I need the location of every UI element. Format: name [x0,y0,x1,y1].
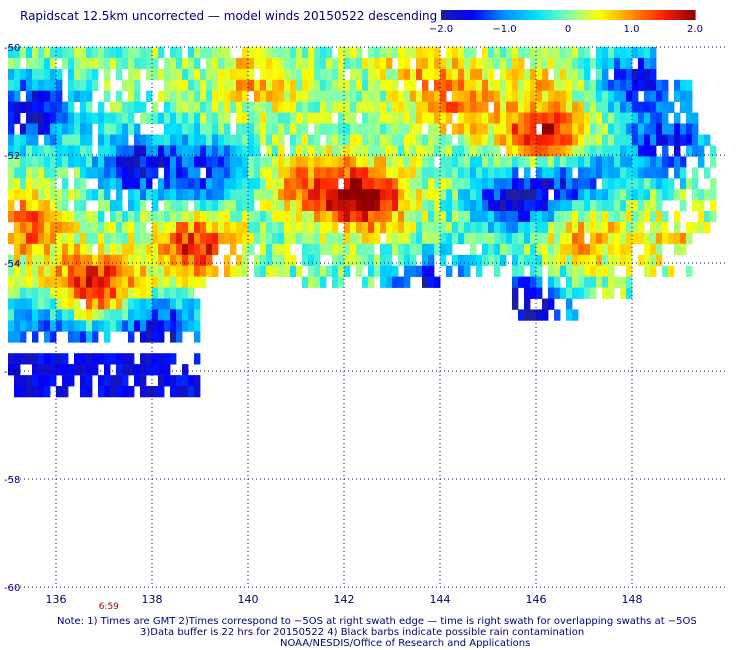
colorbar-tick-label: −1.0 [492,24,516,35]
colorbar-swatch [441,10,446,20]
colorbar-swatch [623,10,629,20]
colorbar-swatch [627,10,633,20]
colorbar-swatch [520,10,525,20]
colorbar-swatch [575,10,581,20]
colorbar-swatch [603,10,609,20]
graticule [8,46,728,588]
note-line-2: 3)Data buffer is 22 hrs for 20150522 4) … [140,627,585,638]
colorbar-swatch [659,10,664,20]
colorbar-swatch [536,10,541,20]
colorbar-swatch [599,10,605,20]
colorbar-swatch [651,10,656,20]
colorbar-swatch [619,10,625,20]
colorbar-swatch [452,10,458,20]
colorbar-swatch [540,10,545,20]
colorbar-swatch [583,10,589,20]
colorbar-swatch [564,10,569,20]
colorbar-swatch [512,10,518,20]
colorbar-swatch [655,10,660,20]
y-tick-label: -56 [4,367,20,378]
note-line-3: NOAA/NESDIS/Office of Research and Appli… [280,638,531,649]
colorbar-swatch [508,10,514,20]
colorbar-swatch [691,10,696,20]
colorbar-swatch [460,10,466,20]
colorbar-swatch [472,10,478,20]
colorbar-swatch [496,10,502,20]
colorbar-swatch [683,10,688,20]
colorbar-swatch [444,10,450,20]
colorbar-swatch [595,10,601,20]
colorbar-swatch [687,10,692,20]
colorbar-swatch [516,10,521,20]
swath-map: 136 138 140 142 144 146 148 -50 -52 -54 -56 -58 -60 6… [4,43,728,610]
x-tick-label: 140 [238,593,259,606]
colorbar-tick-label: 2.0 [687,24,703,35]
colorbar-swatch [663,10,668,20]
colorbar-swatch [492,10,498,20]
colorbar-swatch [675,10,680,20]
y-tick-label: -54 [4,259,20,270]
colorbar-swatch [647,10,652,20]
colorbar-swatch [639,10,645,20]
colorbar-swatch [532,10,537,20]
x-tick-label: 136 [46,593,67,606]
colorbar-swatch [643,10,648,20]
colorbar-swatch [504,10,510,20]
colorbar-swatch [587,10,593,20]
colorbar-swatch [468,10,474,20]
colorbar: −2.0 −1.0 0 1.0 2.0 [429,10,703,35]
colorbar-tick-label: 0 [565,24,571,35]
x-tick-label: 144 [430,593,451,606]
colorbar-swatch [571,10,577,20]
colorbar-tick-label: −2.0 [429,24,453,35]
colorbar-swatch [484,10,490,20]
x-tick-label: 142 [334,593,355,606]
colorbar-swatch [464,10,470,20]
x-tick-label: 146 [526,593,547,606]
colorbar-swatch [635,10,641,20]
note-line-1: Note: 1) Times are GMT 2)Times correspon… [57,616,697,627]
colorbar-swatch [568,10,573,20]
colorbar-swatch [556,10,561,20]
colorbar-swatch [476,10,482,20]
colorbar-swatch [560,10,565,20]
colorbar-swatch [607,10,613,20]
colorbar-swatch [552,10,557,20]
y-tick-label: -52 [4,151,20,162]
colorbar-swatch [667,10,672,20]
colorbar-swatch [615,10,621,20]
y-tick-label: -58 [4,475,20,486]
swath-cells [8,47,717,398]
colorbar-tick-label: 1.0 [624,24,640,35]
colorbar-swatch [448,10,454,20]
colorbar-swatch [591,10,597,20]
colorbar-swatch [548,10,553,20]
colorbar-swatch [456,10,462,20]
colorbar-swatch [488,10,494,20]
chart-title: Rapidscat 12.5km uncorrected — model win… [20,9,438,23]
colorbar-swatch [679,10,684,20]
swath-time-label: 6:59 [99,602,119,610]
colorbar-swatch [480,10,486,20]
colorbar-swatch [500,10,506,20]
y-tick-label: -60 [4,583,20,594]
colorbar-swatch [611,10,617,20]
x-tick-label: 138 [142,593,163,606]
x-tick-label: 148 [622,593,643,606]
colorbar-swatch [528,10,533,20]
colorbar-swatch [544,10,549,20]
colorbar-swatch [524,10,529,20]
colorbar-swatch [579,10,585,20]
colorbar-swatch [671,10,676,20]
y-tick-label: -50 [4,43,20,54]
colorbar-swatch [631,10,637,20]
